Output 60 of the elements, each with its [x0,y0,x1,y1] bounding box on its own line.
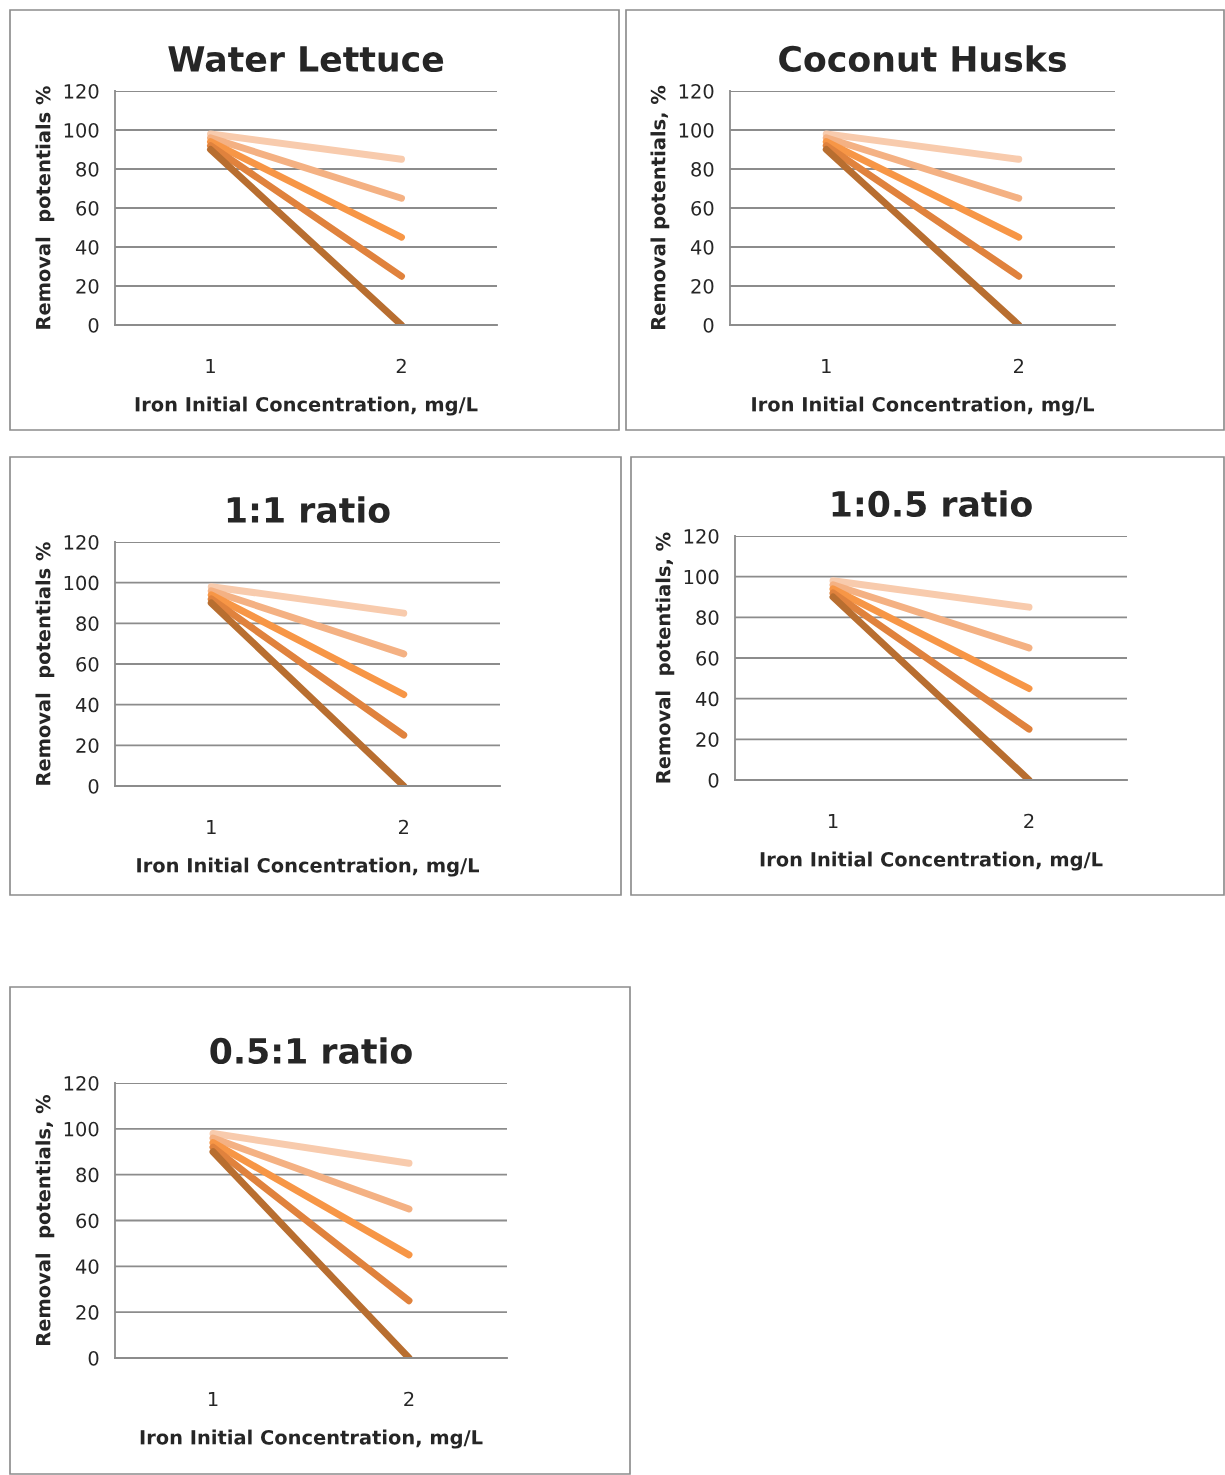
y-tick-label: 20 [691,278,714,294]
y-tick-label: 20 [696,732,719,747]
y-tick-label: 0 [703,317,714,333]
y-tick-label: 0 [708,772,719,788]
x-tick-label: 2 [1024,813,1034,829]
y-tick-label: 100 [64,122,99,138]
y-tick-label: 60 [76,1213,99,1229]
y-tick-label: 60 [76,200,99,216]
y-tick-label: 100 [684,569,719,585]
x-tick-label: 2 [398,819,408,835]
y-tick-label: 80 [76,161,99,177]
y-tick-label: 20 [76,1305,99,1320]
y-tick-label: 0 [88,1350,99,1366]
chart-title: 1:0.5 ratio [832,490,1032,518]
y-tick-label: 40 [75,239,99,255]
x-axis-title: Iron Initial Concentration, mg/L [140,1429,483,1449]
y-axis-title: Removal potentials % [35,542,55,785]
x-tick-label: 2 [1013,358,1023,374]
y-tick-label: 100 [64,1121,99,1137]
y-axis-title: Removal potentials, % [35,1094,55,1345]
y-tick-label: 0 [88,778,99,794]
y-tick-label: 40 [75,1259,99,1274]
x-tick-label: 1 [207,819,216,835]
y-tick-label: 80 [691,161,714,177]
y-tick-label: 120 [684,528,719,544]
chart-title: 0.5:1 ratio [210,1037,412,1065]
x-tick-label: 2 [404,1391,414,1407]
y-tick-label: 120 [679,83,714,99]
x-tick-label: 1 [208,1391,218,1407]
y-tick-label: 40 [695,691,719,707]
y-tick-label: 80 [696,610,719,625]
x-axis-title: Iron Initial Concentration, mg/L [760,851,1103,871]
chart-title: 1:1 ratio [227,496,390,524]
x-axis-title: Iron Initial Concentration, mg/L [752,396,1095,416]
y-tick-label: 80 [76,616,99,631]
y-tick-label: 60 [691,200,714,216]
y-tick-label: 60 [76,656,99,672]
y-tick-label: 100 [679,122,714,138]
x-tick-label: 1 [828,813,838,829]
y-axis-title: Removal potentials, % [655,532,675,783]
y-tick-label: 80 [76,1167,99,1183]
y-tick-label: 60 [696,650,719,666]
y-axis-title: Removal potentials, % [650,85,670,329]
y-tick-label: 120 [64,1075,99,1091]
chart-title: Coconut Husks [779,45,1066,73]
x-tick-label: 2 [396,358,406,374]
y-tick-label: 20 [76,738,99,753]
y-tick-label: 120 [64,83,99,99]
x-axis-title: Iron Initial Concentration, mg/L [135,396,478,416]
y-tick-label: 120 [64,534,99,550]
y-tick-label: 0 [88,317,99,333]
y-tick-label: 40 [75,697,99,713]
x-tick-label: 1 [206,358,215,374]
x-tick-label: 1 [822,358,831,374]
y-tick-label: 40 [690,239,714,255]
y-axis-title: Removal potentials % [35,86,55,329]
chart-title: Water Lettuce [168,46,444,73]
x-axis-title: Iron Initial Concentration, mg/L [137,857,480,877]
y-tick-label: 100 [64,575,99,591]
y-tick-label: 20 [76,278,99,294]
